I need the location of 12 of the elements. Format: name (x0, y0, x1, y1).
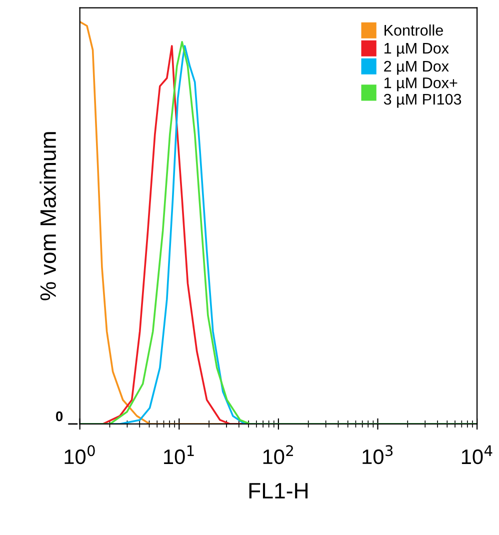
text: 0 (56, 411, 63, 422)
y-axis-title: % vom Maximum (40, 132, 56, 300)
x-tick-label: 10$^{4}$ (462, 445, 492, 464)
legend-label: 1 µM Dox (384, 43, 449, 57)
x-tick-label: 10$^{2}$ (263, 445, 293, 464)
legend-label: 2 µM Dox (384, 60, 449, 75)
x-tick-label: 10$^{1}$ (164, 445, 194, 464)
legend-label: 1 µM Dox+ 3 µM PI103 (384, 78, 462, 108)
x-tick-label: 10$^{0}$ (64, 445, 95, 464)
legend-label: Kontrolle (384, 24, 443, 36)
x-axis-title: FL1-H (249, 483, 308, 498)
x-tick-label: 10$^{3}$ (362, 445, 393, 464)
